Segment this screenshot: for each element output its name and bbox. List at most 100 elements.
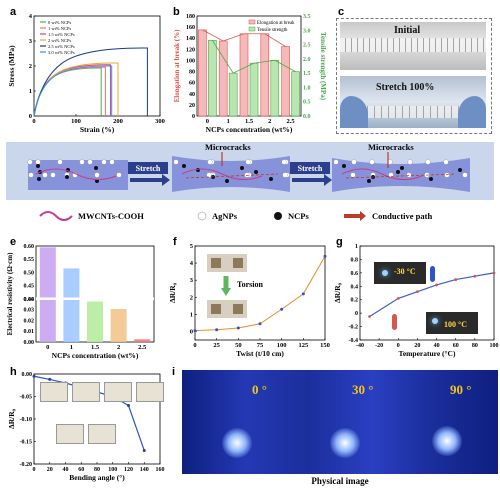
ncp-particle bbox=[240, 166, 244, 170]
legend-ncp-icon bbox=[274, 212, 282, 220]
x-tick-label: 25 bbox=[213, 342, 220, 349]
x-axis-label: NCPs concentration (wt%) bbox=[206, 125, 293, 134]
y2-tick-label: 2.0 bbox=[303, 57, 311, 63]
y-tick-label: 3 bbox=[190, 277, 194, 284]
x-axis-label: NCPs concentration (wt%) bbox=[52, 351, 139, 360]
temperature-point bbox=[435, 283, 438, 287]
bar-resistivity bbox=[39, 247, 56, 342]
temperature-point bbox=[416, 290, 419, 294]
legend-label: 2 wt% NCPs bbox=[48, 38, 72, 43]
conductive-path bbox=[185, 173, 279, 179]
led-glow-3 bbox=[432, 426, 462, 456]
x-tick-label: 100 bbox=[71, 118, 81, 125]
agnp-particle bbox=[333, 159, 339, 165]
x-tick-label: 120 bbox=[124, 467, 133, 473]
panel-label-c: c bbox=[338, 6, 345, 18]
led-glow-1 bbox=[222, 428, 252, 458]
y-tick-label: 60 bbox=[189, 81, 195, 87]
x-tick-label: 80 bbox=[472, 343, 478, 349]
agnp-particle bbox=[35, 159, 41, 165]
stress-strain-curve bbox=[33, 47, 148, 117]
x-tick-label: 0 bbox=[397, 343, 400, 349]
ncp-particle bbox=[36, 164, 40, 168]
x-axis-label: Temperature (°C) bbox=[399, 349, 456, 358]
temperature-point bbox=[454, 278, 458, 281]
hot-label: 100 °C bbox=[444, 320, 467, 329]
legend-label: 1.5 wt% NCPs bbox=[48, 32, 75, 37]
hand-left bbox=[340, 96, 368, 128]
y-axis-label: ΔR/R₀ bbox=[333, 282, 342, 303]
y-tick-label: 1 bbox=[355, 244, 358, 250]
agnp-particle bbox=[109, 159, 115, 165]
panel-label-g: g bbox=[336, 236, 343, 248]
x-tick-label: 1 bbox=[70, 344, 73, 351]
legend-path: Conductive path bbox=[372, 211, 432, 221]
legend-path-icon bbox=[344, 211, 366, 221]
plot-frame bbox=[359, 245, 495, 341]
y-axis-label: Stress (MPa) bbox=[7, 45, 16, 87]
angle-label-0: 0 ° bbox=[252, 382, 267, 397]
temperature-point bbox=[396, 296, 400, 300]
y-tick-label: 0.04 bbox=[24, 297, 35, 303]
ncp-particle bbox=[182, 164, 186, 168]
y2-tick-label: 1.5 bbox=[303, 71, 311, 77]
y-axis-label: ΔR/R₀ bbox=[168, 282, 177, 303]
y-tick-label: 0.00 bbox=[24, 340, 35, 346]
panel-h: h 0 20 40 60 80 100 120 140 160 0.00 -0.05 -0.10 -0.… bbox=[0, 362, 170, 489]
y-tick-label: -0.4 bbox=[349, 338, 359, 344]
x-tick-label: 125 bbox=[298, 342, 309, 349]
agnp-particle bbox=[27, 159, 33, 165]
mwcnt-fiber bbox=[181, 168, 263, 180]
y-tick-label: 0.60 bbox=[24, 244, 35, 250]
bar-elongation bbox=[239, 33, 249, 117]
agnp-particle bbox=[79, 159, 85, 165]
photo-initial: Initial bbox=[340, 22, 486, 70]
label-stretch: Stretch 100% bbox=[376, 82, 435, 93]
ncp-particle bbox=[429, 177, 433, 181]
y-tick-label: 3 bbox=[29, 38, 33, 45]
x-tick-label: 2.5 bbox=[287, 118, 296, 125]
legend-label: Elongation at break bbox=[257, 21, 295, 26]
torsion-arrow-icon bbox=[221, 276, 231, 296]
agnp-particle bbox=[206, 172, 212, 178]
y-tick-label: 0.55 bbox=[24, 257, 35, 263]
panel-g: g -40 -20 0 20 40 60 80 100 -0.4 -0.2 0 0.2 0.4 0.6 0.… bbox=[330, 232, 500, 362]
twist-point bbox=[215, 328, 219, 332]
x-tick-label: 0 bbox=[46, 344, 49, 351]
y-tick-label: 1 bbox=[190, 311, 193, 318]
x-tick-label: 2.5 bbox=[138, 344, 147, 351]
agnp-particle bbox=[173, 159, 179, 165]
bar-elongation bbox=[198, 29, 207, 117]
x-tick-label: 80 bbox=[94, 467, 100, 473]
hand-right bbox=[458, 96, 486, 128]
y-tick-label: 0.6 bbox=[351, 271, 359, 277]
agnp-particle bbox=[57, 159, 63, 165]
agnp-particle bbox=[101, 159, 107, 165]
y-tick-label: -0.20 bbox=[20, 462, 33, 468]
y-tick-label: 0.01 bbox=[24, 329, 35, 335]
y-tick-label: 1 bbox=[29, 88, 32, 95]
x-tick-label: 0 bbox=[32, 118, 35, 125]
panel-label-b: b bbox=[173, 6, 180, 18]
panel-label-i: i bbox=[172, 366, 176, 378]
y-tick-label: 0 bbox=[192, 114, 195, 120]
legend-agnp-icon bbox=[197, 211, 207, 221]
legend-mwcnt-icon bbox=[39, 211, 73, 221]
x-tick-label: 40 bbox=[63, 467, 69, 473]
stretch-arrow-2-box bbox=[290, 162, 330, 174]
x-tick-label: 0 bbox=[206, 118, 209, 125]
y-tick-label: 4 bbox=[190, 260, 194, 267]
x-axis-label: Bending angle (°) bbox=[69, 473, 125, 482]
panel-e: e 0.00 0.01 0.02 0.03 0.04 0.40 0.45 0.50 0.55 0.… bbox=[0, 232, 170, 362]
thermometer-cold-icon bbox=[430, 266, 435, 282]
panel-b: b 0 20 40 60 80 100 120 140 160 180 0.0 0.5 1.0 1.5 2.… bbox=[165, 0, 335, 140]
x-tick-label: 60 bbox=[453, 343, 459, 349]
bending-photo bbox=[136, 382, 164, 402]
y2-tick-label: 1.0 bbox=[303, 85, 311, 91]
agnp-particle bbox=[245, 159, 251, 165]
physical-image-strip: 0 ° 30 ° 90 ° bbox=[182, 370, 498, 474]
y-axis-label: Elongation at break (%) bbox=[173, 29, 181, 102]
y-tick-label: 0.8 bbox=[351, 257, 359, 263]
bending-photo bbox=[72, 382, 100, 402]
plot-frame bbox=[196, 15, 302, 117]
